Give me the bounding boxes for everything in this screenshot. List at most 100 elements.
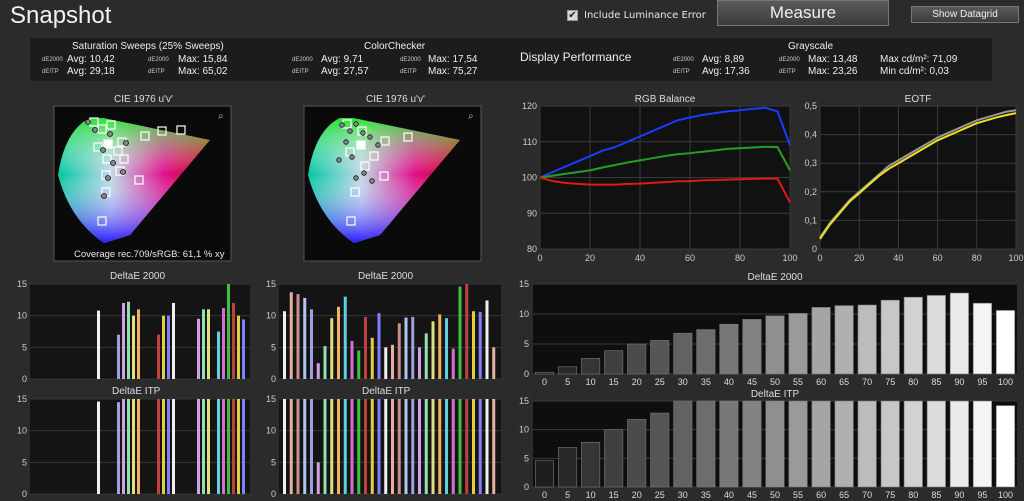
bar — [465, 284, 469, 379]
bar — [431, 321, 435, 379]
y-tick-label: 5 — [271, 342, 276, 352]
x-tick-label: 15 — [609, 490, 619, 500]
bar — [696, 400, 716, 488]
x-tick-label: 60 — [816, 490, 826, 500]
y-tick-label: 15 — [17, 394, 27, 404]
colorchecker-itp-max: Max: 75,27 — [428, 66, 478, 77]
bar — [485, 300, 489, 379]
bar — [391, 399, 394, 494]
bar — [811, 307, 831, 375]
bar — [227, 284, 230, 379]
colorchecker-de-max: Max: 17,54 — [428, 54, 478, 65]
bar — [418, 347, 421, 379]
bar — [242, 399, 245, 494]
bar — [172, 303, 175, 379]
y-tick-label: 0 — [271, 489, 276, 499]
bar — [357, 399, 361, 494]
bar — [880, 400, 900, 488]
include-luminance-checkbox[interactable]: ✔ Include Luminance Error — [567, 10, 706, 21]
x-tick-label: 35 — [701, 377, 711, 387]
x-tick-label: 60 — [816, 377, 826, 387]
bar — [207, 309, 210, 379]
x-tick-label: 90 — [954, 490, 964, 500]
cie-left-panel: ⌕ — [53, 105, 232, 262]
bar — [384, 347, 388, 379]
colorchecker-itp-label: dEITP — [292, 69, 309, 75]
bar — [696, 329, 716, 375]
sat-itp-title: DeltaE ITP — [112, 386, 161, 397]
bar — [97, 310, 100, 379]
x-tick-label: 60 — [933, 253, 943, 263]
bar — [558, 447, 578, 488]
x-tick-label: 95 — [977, 377, 987, 387]
x-tick-label: 0 — [537, 253, 542, 263]
x-tick-label: 50 — [770, 490, 780, 500]
y-tick-label: 10 — [266, 426, 276, 436]
x-tick-label: 80 — [908, 377, 918, 387]
colorchecker-de-label-2: dE2000 — [400, 57, 421, 63]
bar — [972, 400, 992, 488]
show-datagrid-button[interactable]: Show Datagrid — [911, 6, 1019, 23]
saturation-title: Saturation Sweeps (25% Sweeps) — [72, 41, 224, 52]
bar — [581, 358, 601, 375]
bar — [303, 297, 307, 379]
bar — [227, 399, 230, 494]
y-tick-label: 5 — [524, 453, 529, 463]
bar — [485, 399, 489, 494]
bar — [122, 399, 125, 494]
bar — [995, 310, 1015, 375]
bar — [857, 400, 877, 488]
bar — [391, 344, 394, 379]
bar — [438, 399, 442, 494]
x-tick-label: 20 — [632, 377, 642, 387]
colorchecker-itp-chart: 15 10 5 0 — [266, 394, 501, 499]
bar — [438, 314, 442, 379]
bar — [197, 399, 200, 494]
x-tick-label: 0 — [817, 253, 822, 263]
saturation-de2000-chart: 15 10 5 0 — [17, 279, 250, 384]
bar — [323, 399, 327, 494]
bar — [207, 399, 210, 494]
grayscale-max-luminance: Max cd/m²: 71,09 — [880, 54, 958, 65]
bar — [903, 400, 923, 488]
bar — [370, 337, 374, 379]
bar — [202, 309, 205, 379]
bar — [237, 399, 240, 494]
bar — [197, 318, 200, 379]
x-tick-label: 0 — [542, 377, 547, 387]
bar — [949, 292, 969, 375]
magnifier-icon-right[interactable]: ⌕ — [468, 111, 474, 122]
x-tick-label: 85 — [931, 490, 941, 500]
measure-button[interactable]: Measure — [717, 0, 889, 26]
bar — [283, 399, 286, 494]
magnifier-icon[interactable]: ⌕ — [218, 111, 224, 122]
x-tick-label: 65 — [839, 490, 849, 500]
y-tick-label: 15 — [266, 394, 276, 404]
chart-title: RGB Balance — [635, 94, 696, 105]
bar — [627, 343, 647, 375]
series-line-0 — [819, 109, 1017, 239]
bar — [117, 334, 120, 379]
y-tick-label: 15 — [519, 396, 529, 406]
x-tick-label: 5 — [565, 377, 570, 387]
bar — [330, 399, 334, 494]
bar — [411, 399, 415, 494]
x-tick-label: 80 — [735, 253, 745, 263]
checkmark-icon[interactable]: ✔ — [567, 10, 578, 21]
saturation-itp-avg: Avg: 29,18 — [67, 66, 115, 77]
bar — [283, 311, 286, 379]
grayscale-de-label: dE2000 — [673, 57, 694, 63]
cie-right-panel: ⌕ — [303, 105, 482, 262]
bar — [117, 402, 120, 494]
colorchecker-itp-label-2: dEITP — [400, 69, 417, 75]
bar — [404, 317, 408, 379]
bar — [167, 399, 170, 494]
bar — [97, 401, 100, 494]
grayscale-de2000-chart: DeltaE 2000 0 5 10 15 0 5 10 15 20 25 30 35 40 45 50 55 6… — [519, 272, 1017, 387]
bar — [834, 305, 854, 375]
grayscale-itp-avg: Avg: 17,36 — [702, 66, 750, 77]
grayscale-de-label-2: dE2000 — [779, 57, 800, 63]
bar — [343, 399, 347, 494]
include-luminance-label: Include Luminance Error — [584, 10, 706, 21]
bar — [296, 399, 300, 494]
